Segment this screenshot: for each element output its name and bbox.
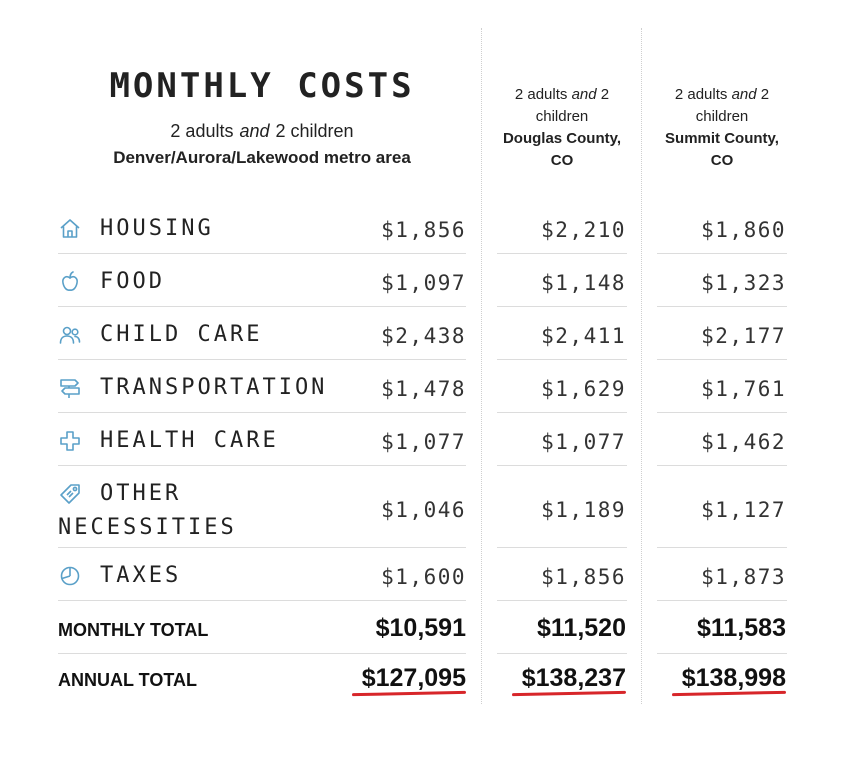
value-douglas: $1,189 — [541, 498, 626, 522]
value-metro: $1,478 — [381, 377, 466, 401]
monthly-total-row: MONTHLY TOTAL $10,591 $11,520 $11,583 — [58, 613, 787, 654]
value-douglas: $1,077 — [541, 430, 626, 454]
value-summit: $1,873 — [701, 565, 786, 589]
column-header-douglas: 2 adults and 2 children Douglas County, … — [497, 84, 627, 172]
col-and: and — [731, 86, 757, 103]
value-metro: $1,856 — [381, 218, 466, 242]
table-row-food: FOOD $1,097 $1,148 $1,323 — [58, 266, 787, 307]
row-rule — [497, 465, 627, 466]
col-adults: 2 adults — [514, 86, 568, 103]
column-header-summit: 2 adults and 2 children Summit County, C… — [657, 84, 787, 172]
col-two: 2 — [600, 86, 610, 103]
subtitle-and: and — [239, 121, 270, 141]
table-row-housing: HOUSING $1,856 $2,210 $1,860 — [58, 213, 787, 254]
row-rule — [657, 600, 787, 601]
row-label: FOOD — [100, 269, 165, 294]
table-row-other-necessities: OTHER NECESSITIES $1,046 $1,189 $1,127 — [58, 478, 787, 548]
row-rule — [497, 412, 627, 413]
subtitle-children: 2 children — [275, 121, 354, 141]
row-rule — [657, 306, 787, 307]
value-douglas: $2,210 — [541, 218, 626, 242]
value-summit: $1,127 — [701, 498, 786, 522]
annual-total-label: ANNUAL TOTAL — [58, 670, 197, 690]
value-summit: $2,177 — [701, 324, 786, 348]
pie-icon — [58, 564, 82, 588]
col-state: CO — [550, 152, 574, 169]
row-rule — [497, 306, 627, 307]
table-row-child-care: CHILD CARE $2,438 $2,411 $2,177 — [58, 319, 787, 360]
row-rule — [497, 359, 627, 360]
col-region: Douglas County, — [502, 130, 622, 147]
value-summit: $1,462 — [701, 430, 786, 454]
col-region: Summit County, — [665, 130, 779, 147]
value-summit: $1,860 — [701, 218, 786, 242]
row-rule — [58, 547, 466, 548]
value-summit: $1,761 — [701, 377, 786, 401]
house-icon — [58, 217, 82, 241]
annual-total-summit: $138,998 — [681, 664, 786, 692]
value-douglas: $1,148 — [541, 271, 626, 295]
row-label: CHILD CARE — [100, 322, 263, 347]
col-children: children — [535, 108, 589, 125]
value-metro: $2,438 — [381, 324, 466, 348]
table-row-health-care: HEALTH CARE $1,077 $1,077 $1,462 — [58, 425, 787, 466]
value-douglas: $1,856 — [541, 565, 626, 589]
row-label: OTHER — [100, 481, 182, 506]
row-label: TRANSPORTATION — [100, 375, 328, 400]
row-rule — [657, 465, 787, 466]
column-divider — [481, 28, 482, 704]
row-rule — [657, 359, 787, 360]
household-subtitle: 2 adults and 2 children — [58, 121, 466, 142]
row-rule — [497, 547, 627, 548]
column-divider — [641, 28, 642, 704]
subtitle-adults: 2 adults — [170, 121, 234, 141]
value-metro: $1,097 — [381, 271, 466, 295]
monthly-total-summit: $11,583 — [697, 614, 786, 642]
region-label: Denver/Aurora/Lakewood metro area — [113, 148, 411, 167]
row-rule — [58, 359, 466, 360]
people-icon — [58, 323, 82, 347]
value-metro: $1,600 — [381, 565, 466, 589]
annual-total-metro: $127,095 — [361, 664, 466, 692]
table-row-transportation: TRANSPORTATION $1,478 $1,629 $1,761 — [58, 372, 787, 413]
tag-icon — [58, 482, 82, 506]
value-summit: $1,323 — [701, 271, 786, 295]
row-label-line2: NECESSITIES — [58, 515, 237, 540]
monthly-total-metro: $10,591 — [375, 614, 466, 642]
apple-icon — [58, 270, 82, 294]
monthly-total-label: MONTHLY TOTAL — [58, 620, 209, 640]
row-rule — [497, 653, 627, 654]
col-state: CO — [710, 152, 734, 169]
row-rule — [58, 600, 466, 601]
value-metro: $1,046 — [381, 498, 466, 522]
page-title: MONTHLY COSTS — [109, 66, 415, 106]
annual-total-row: ANNUAL TOTAL $127,095 $138,237 $138,998 — [58, 663, 787, 703]
col-children: children — [695, 108, 749, 125]
row-label: HOUSING — [100, 216, 214, 241]
row-rule — [58, 653, 466, 654]
row-rule — [58, 465, 466, 466]
row-rule — [657, 412, 787, 413]
row-rule — [657, 653, 787, 654]
value-douglas: $1,629 — [541, 377, 626, 401]
col-adults: 2 adults — [674, 86, 728, 103]
row-rule — [497, 253, 627, 254]
value-douglas: $2,411 — [541, 324, 626, 348]
row-label: TAXES — [100, 563, 182, 588]
signpost-icon — [58, 376, 82, 400]
row-rule — [58, 412, 466, 413]
annual-total-douglas: $138,237 — [521, 664, 626, 692]
col-two: 2 — [760, 86, 770, 103]
col-and: and — [571, 86, 597, 103]
row-rule — [657, 547, 787, 548]
table-row-taxes: TAXES $1,600 $1,856 $1,873 — [58, 560, 787, 601]
row-rule — [497, 600, 627, 601]
value-metro: $1,077 — [381, 430, 466, 454]
row-label: HEALTH CARE — [100, 428, 279, 453]
medical-cross-icon — [58, 429, 82, 453]
monthly-total-douglas: $11,520 — [537, 614, 626, 642]
row-rule — [657, 253, 787, 254]
row-rule — [58, 253, 466, 254]
row-rule — [58, 306, 466, 307]
